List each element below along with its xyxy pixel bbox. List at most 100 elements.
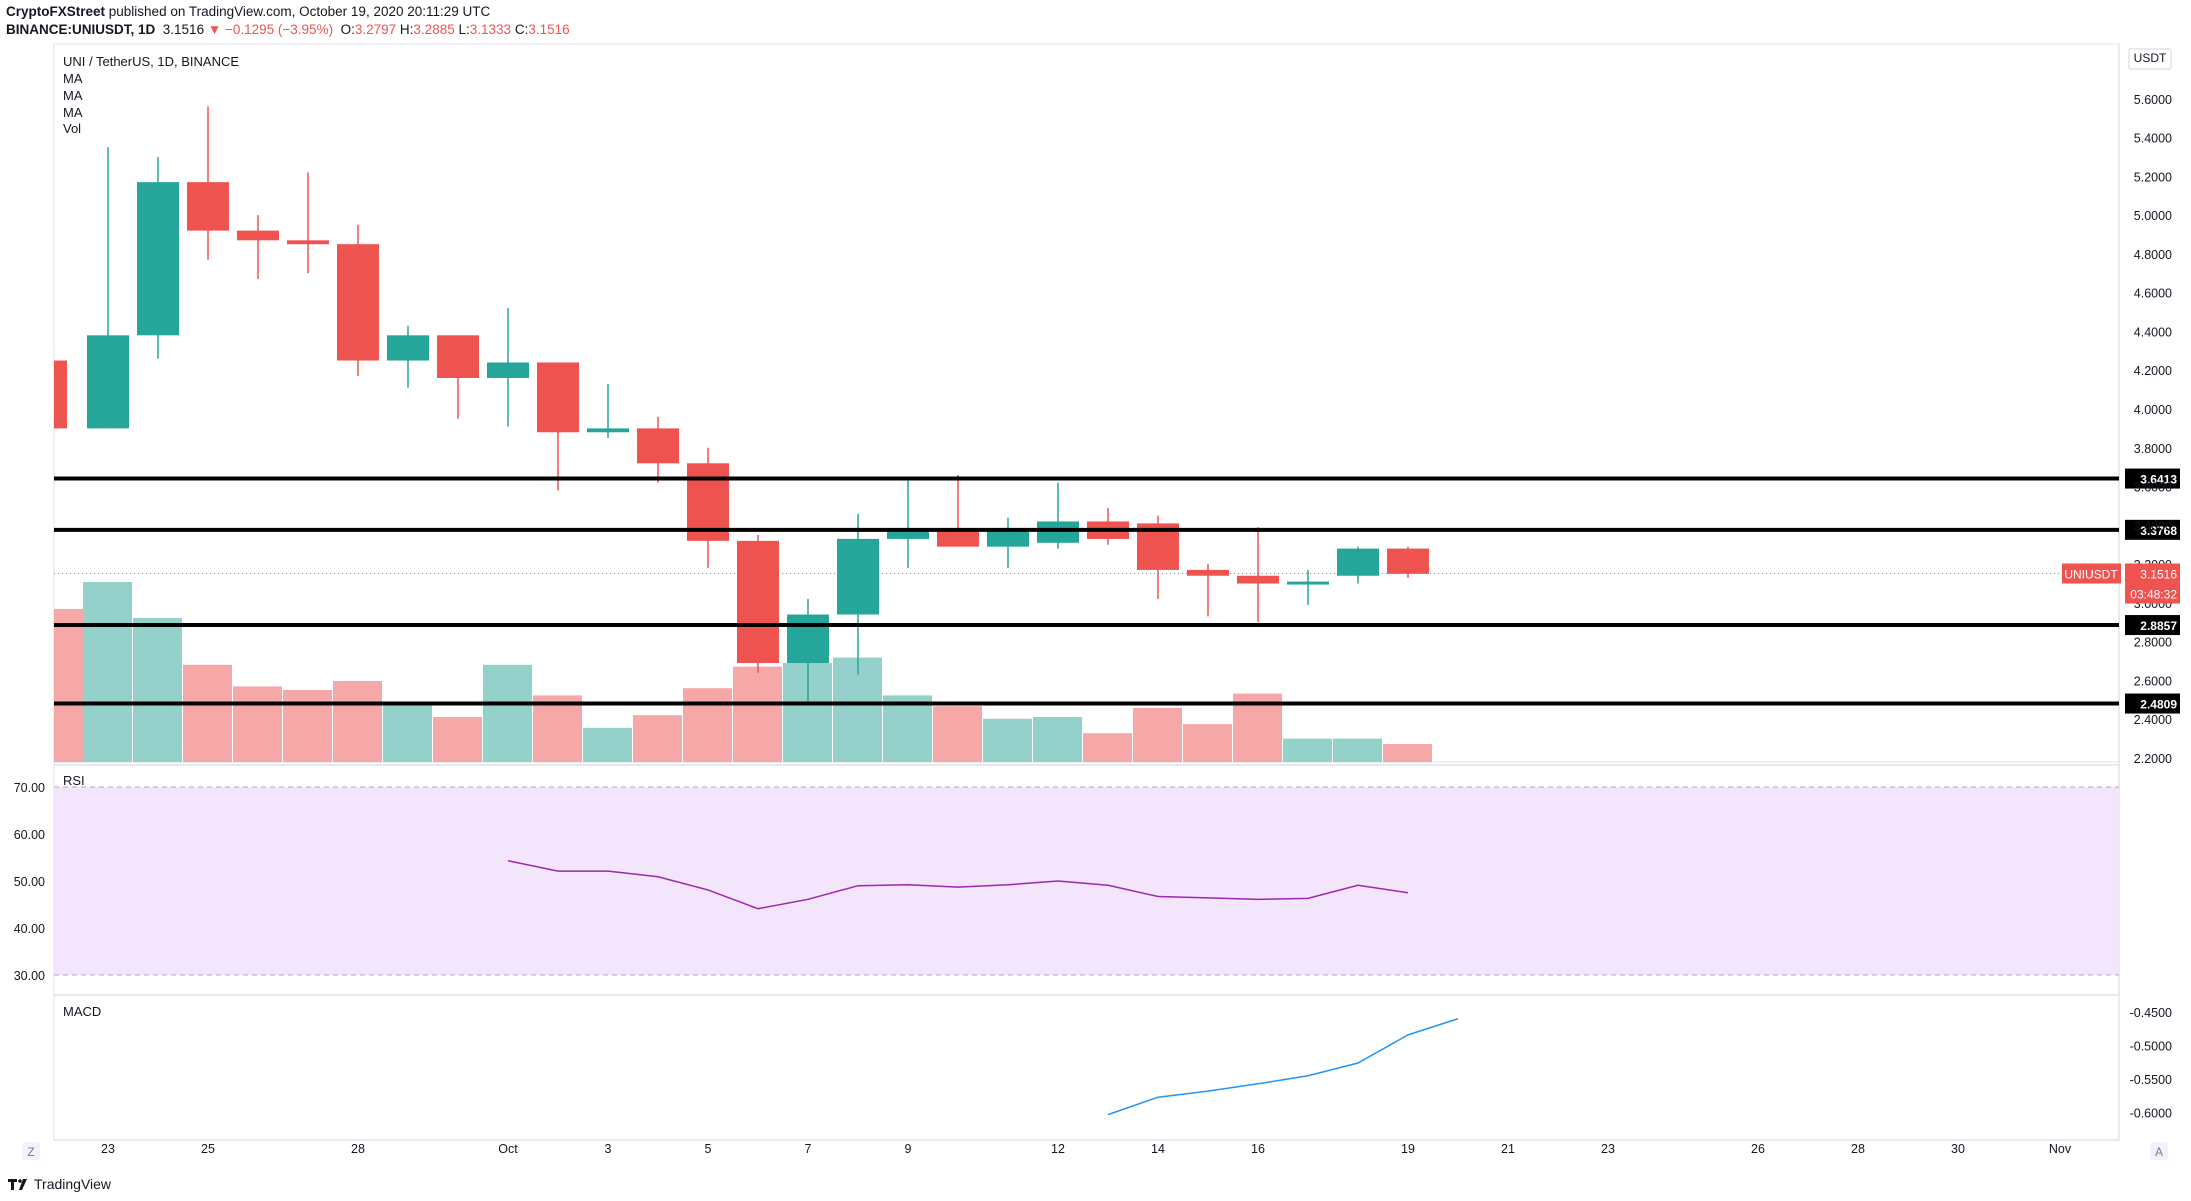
candle-body[interactable]	[587, 428, 629, 433]
level-price-tag	[2125, 615, 2180, 636]
candle-body[interactable]	[237, 230, 279, 241]
time-axis[interactable]: 23 25 28 Oct 3 5 7 9 12 14 16 19 21 23 26 28 30 Nov	[101, 1142, 2072, 1156]
candle-body[interactable]	[1287, 581, 1329, 585]
publisher-name[interactable]: CryptoFXStreet	[6, 4, 106, 19]
time-tick-label: 9	[905, 1142, 912, 1156]
auto-button-box[interactable]	[2150, 1142, 2168, 1160]
volume-bar	[483, 664, 532, 762]
volume-bar	[183, 664, 232, 762]
zoom-button-box[interactable]	[22, 1142, 40, 1160]
candle-body[interactable]	[537, 362, 579, 433]
time-tick-label: 14	[1151, 1142, 1165, 1156]
candle-body[interactable]	[1037, 521, 1079, 543]
candle-body[interactable]	[387, 335, 429, 361]
candle-body[interactable]	[337, 244, 379, 361]
candle-body[interactable]	[787, 614, 829, 663]
currency-label-box[interactable]	[2128, 48, 2172, 70]
legend-ma-1[interactable]: MA	[63, 71, 83, 86]
time-tick-label: 21	[1501, 1142, 1515, 1156]
time-tick-label: 23	[1601, 1142, 1615, 1156]
rsi-pane-title[interactable]: RSI	[63, 773, 85, 788]
rsi-band	[54, 787, 2119, 975]
level-price-label: 3.6413	[2140, 473, 2177, 487]
candlesticks	[54, 106, 1429, 702]
main-legend: UNI / TetherUS, 1D, BINANCE MA MA MA Vol	[63, 54, 239, 136]
rsi-tick-label: 30.00	[14, 969, 45, 983]
candle-body[interactable]	[187, 182, 229, 231]
price-axis[interactable]: 3.64133.37682.88572.48095.80005.60005.40…	[2062, 48, 2180, 766]
chart-frame	[53, 43, 2120, 1141]
price-tick-label: 4.4000	[2134, 325, 2172, 339]
volume-bar	[733, 666, 782, 762]
close-value: 3.1516	[528, 22, 570, 37]
rsi-tick-label: 60.00	[14, 828, 45, 842]
macd-pane-title[interactable]: MACD	[63, 1004, 101, 1019]
level-price-tag	[2125, 693, 2180, 714]
candle-body[interactable]	[637, 428, 679, 464]
tradingview-brand[interactable]: TradingView	[34, 1176, 112, 1192]
candle-body[interactable]	[1237, 575, 1279, 584]
volume-bar	[283, 690, 332, 762]
last-price-tag	[2125, 563, 2180, 604]
price-tick-label: 4.8000	[2134, 248, 2172, 262]
level-price-tag	[2125, 519, 2180, 540]
change-down-icon: ▼	[207, 22, 222, 37]
price-tick-label: 2.2000	[2134, 752, 2172, 766]
volume-bar	[1033, 717, 1082, 762]
volume-bar	[883, 695, 932, 762]
candle-body[interactable]	[937, 531, 979, 547]
zoom-z-button[interactable]: Z	[27, 1145, 34, 1159]
time-tick-label: Nov	[2049, 1142, 2072, 1156]
low-label: L:	[458, 22, 470, 37]
legend-title: UNI / TetherUS, 1D, BINANCE	[63, 54, 239, 69]
legend-ma-3[interactable]: MA	[63, 105, 83, 120]
candle-body[interactable]	[737, 540, 779, 663]
price-tick-label: 5.6000	[2134, 93, 2172, 107]
price-tick-label: 2.8000	[2134, 636, 2172, 650]
high-value: 3.2885	[413, 22, 455, 37]
price-tick-label: 2.4000	[2134, 713, 2172, 727]
level-price-label: 2.4809	[2140, 698, 2177, 712]
price-tick-label: 3.8000	[2134, 442, 2172, 456]
volume-bar	[333, 681, 382, 762]
volume-bar	[1083, 733, 1132, 762]
legend-ma-2[interactable]: MA	[63, 88, 83, 103]
candle-body[interactable]	[437, 335, 479, 378]
currency-label[interactable]: USDT	[2134, 51, 2167, 65]
volume-bar	[1383, 744, 1432, 762]
time-tick-label: 30	[1951, 1142, 1965, 1156]
candle-body[interactable]	[487, 362, 529, 378]
main-pane-border	[53, 43, 2120, 763]
volume-bar	[683, 688, 732, 762]
candle-body[interactable]	[54, 360, 67, 429]
candle-body[interactable]	[987, 531, 1029, 547]
volume-bar	[54, 609, 83, 762]
legend-vol[interactable]: Vol	[63, 121, 81, 136]
symbol-tag	[2062, 563, 2121, 584]
symbol-tag-label: UNIUSDT	[2064, 567, 2118, 581]
candle-body[interactable]	[137, 182, 179, 336]
candle-body[interactable]	[1337, 548, 1379, 576]
auto-scale-button[interactable]: A	[2155, 1145, 2163, 1159]
volume-bar	[133, 618, 182, 762]
candle-body[interactable]	[1187, 569, 1229, 576]
candle-body[interactable]	[887, 531, 929, 539]
rsi-tick-label: 70.00	[14, 781, 45, 795]
volume-bar	[1133, 708, 1182, 762]
price-tick-label: 4.6000	[2134, 287, 2172, 301]
price-tick-label: 2.6000	[2134, 674, 2172, 688]
low-value: 3.1333	[469, 22, 512, 37]
rsi-line	[507, 860, 1409, 910]
last-price-text: 3.1516	[162, 22, 205, 37]
time-tick-label: 23	[101, 1142, 115, 1156]
time-tick-label: Oct	[498, 1142, 518, 1156]
candle-body[interactable]	[287, 240, 329, 245]
candle-body[interactable]	[87, 335, 129, 429]
time-tick-label: 25	[201, 1142, 215, 1156]
time-tick-label: 12	[1051, 1142, 1065, 1156]
volume-bar	[633, 715, 682, 762]
volume-bar	[983, 718, 1032, 762]
candle-body[interactable]	[1387, 548, 1429, 574]
candle-body[interactable]	[837, 538, 879, 615]
